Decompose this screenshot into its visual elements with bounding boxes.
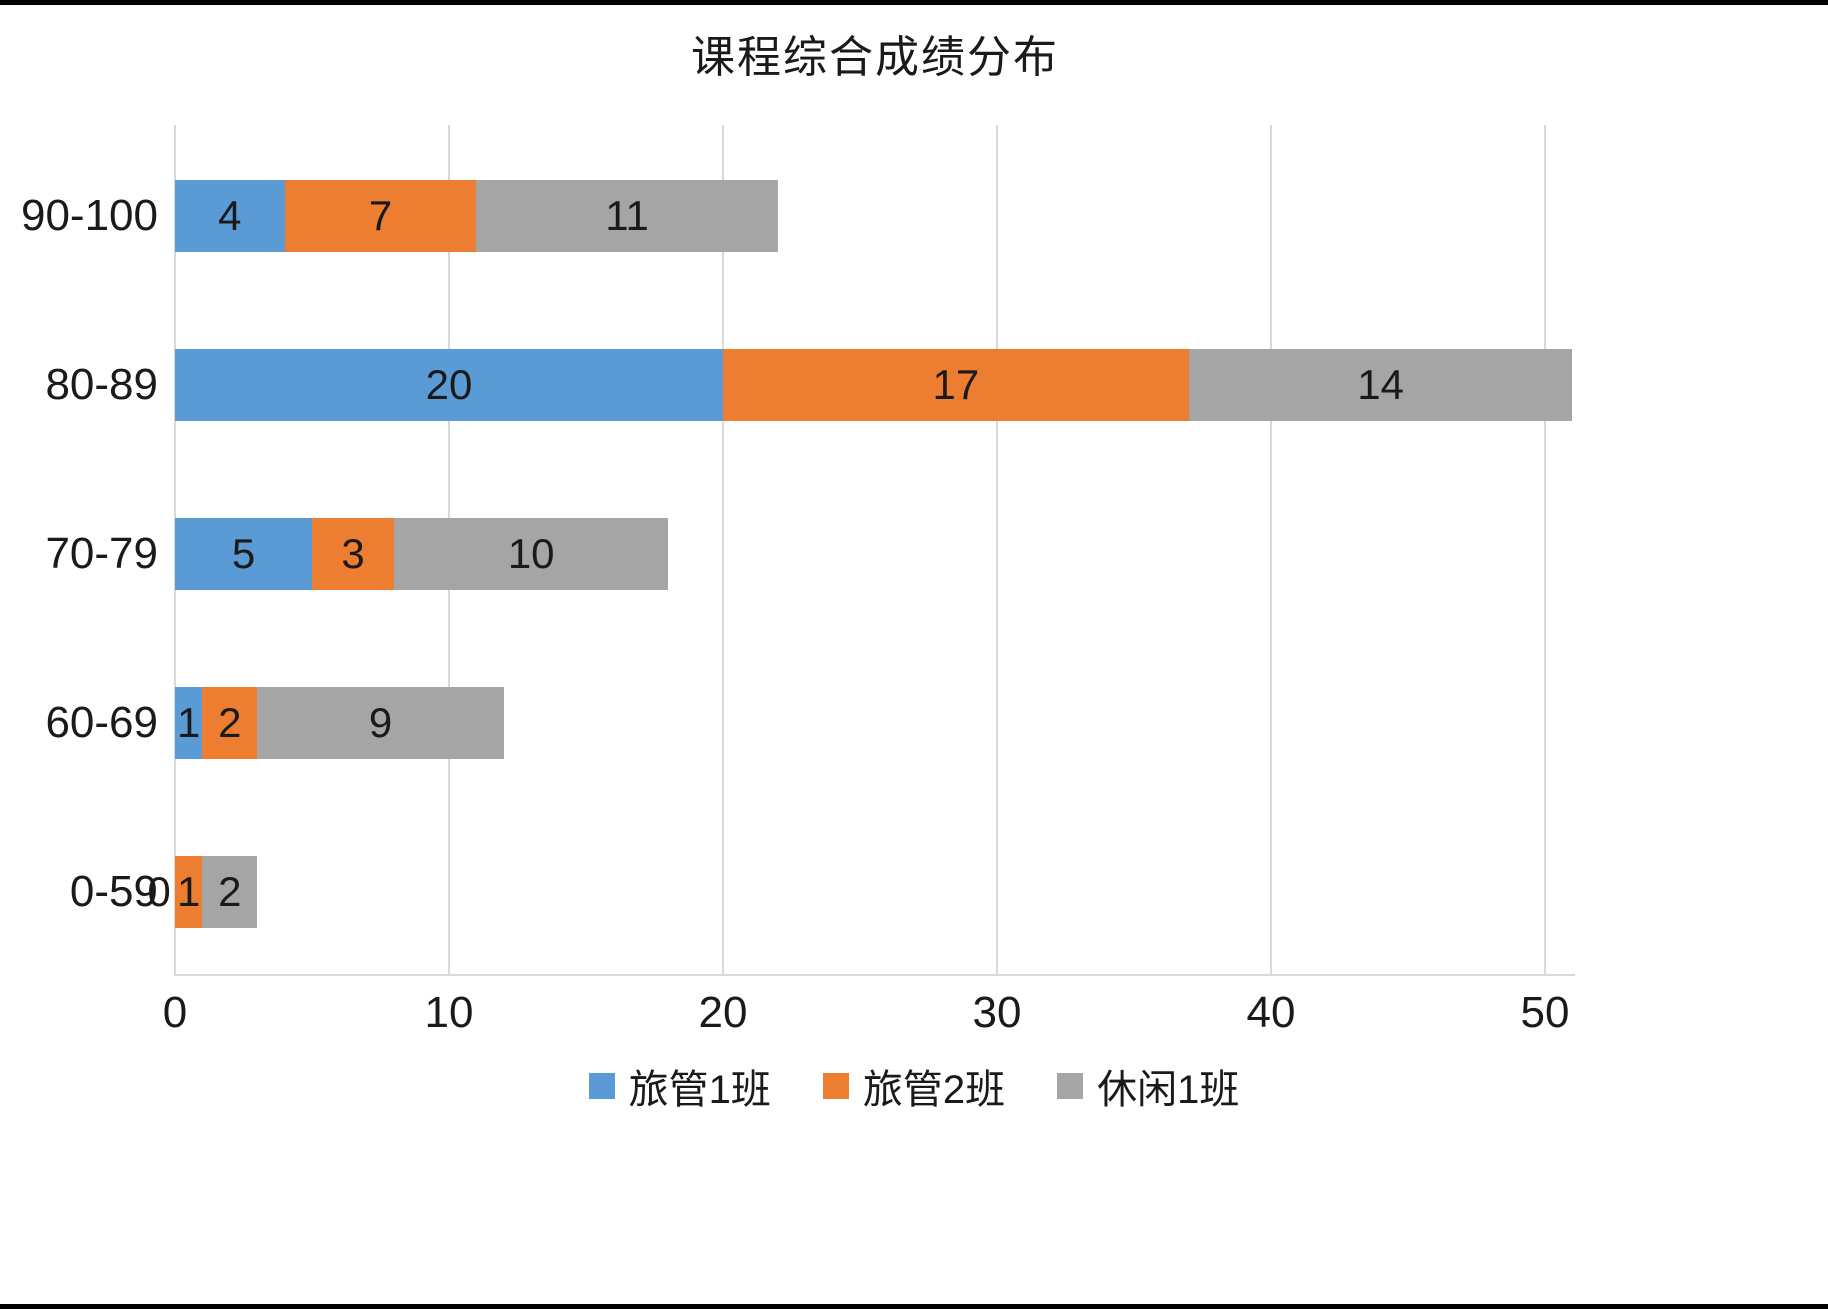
bar-segment-series-2	[476, 179, 778, 252]
bar-segment-series-1	[284, 179, 477, 252]
data-label: 1	[177, 698, 201, 746]
bar-segment-series-0	[175, 686, 203, 759]
gridline	[722, 125, 724, 976]
legend-item-series-0: 旅管1班	[588, 1057, 771, 1115]
x-tick-label: 30	[972, 988, 1022, 1037]
bar-segment-series-1	[175, 855, 203, 928]
data-label: 1	[177, 867, 201, 915]
legend-label: 旅管1班	[628, 1068, 771, 1112]
x-tick-label: 10	[424, 988, 474, 1037]
data-label: 20	[425, 360, 473, 408]
data-label: 9	[368, 698, 393, 746]
data-label: 0	[147, 867, 171, 915]
legend-swatch	[1057, 1073, 1084, 1099]
legend-swatch	[588, 1073, 615, 1099]
bar-segment-series-0	[175, 348, 723, 421]
data-label: 2	[218, 867, 242, 915]
gridline	[1270, 125, 1272, 976]
bar-segment-series-1	[202, 686, 258, 759]
bar-segment-series-1	[723, 348, 1189, 421]
gridline	[996, 125, 998, 976]
bar-segment-series-0	[175, 179, 285, 252]
y-category-label: 90-100	[20, 190, 158, 240]
data-label: 17	[932, 360, 980, 408]
y-category-label: 60-69	[45, 697, 158, 747]
bar-segment-series-2	[202, 855, 258, 928]
bar-segment-series-2	[1188, 348, 1573, 421]
data-label: 14	[1357, 360, 1404, 408]
bar-segment-series-2	[257, 686, 504, 759]
x-tick-label: 20	[698, 988, 748, 1037]
legend: 旅管1班 旅管2班 休闲1班	[0, 1057, 1828, 1115]
data-label: 11	[605, 191, 649, 239]
bar-segment-series-2	[394, 517, 669, 590]
legend-item-series-1: 旅管2班	[822, 1057, 1006, 1115]
y-category-label: 70-79	[45, 528, 158, 578]
data-label: 5	[231, 529, 256, 577]
x-tick-label: 50	[1520, 988, 1570, 1037]
legend-label: 休闲1班	[1097, 1068, 1240, 1112]
x-tick-label: 40	[1246, 988, 1296, 1037]
x-axis-line	[175, 974, 1575, 976]
plot-area: 4 7 11 20 17 14 5 3 10 1 2 9 0 1 2	[147, 125, 1575, 976]
data-label: 7	[368, 191, 393, 239]
bar-segment-series-0	[175, 517, 312, 590]
legend-swatch	[822, 1073, 849, 1099]
legend-item-series-2: 休闲1班	[1057, 1057, 1239, 1115]
y-category-label: 80-89	[45, 359, 158, 409]
data-label: 10	[507, 529, 555, 577]
data-label: 3	[341, 529, 365, 577]
x-tick-label: 0	[162, 988, 188, 1037]
data-label: 4	[218, 191, 242, 239]
chart-title: 课程综合成绩分布	[691, 33, 1059, 82]
legend-label: 旅管2班	[862, 1068, 1006, 1112]
gridline	[1544, 125, 1546, 976]
bar-segment-series-1	[312, 517, 395, 590]
data-label: 2	[218, 698, 242, 746]
y-category-label: 0-59	[69, 866, 158, 916]
